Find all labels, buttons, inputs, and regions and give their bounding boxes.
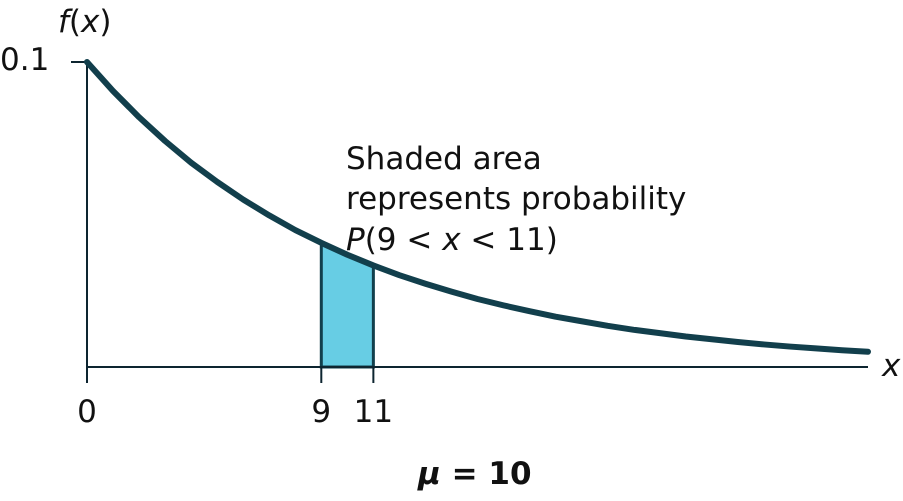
annotation-line-1: Shaded area [346,141,542,177]
x-axis-label: x [881,348,901,384]
x-tick-labels: 0 9 11 [77,394,393,430]
annotation: Shaded area represents probability P(9 <… [346,141,686,258]
y-tick-label: 0.1 [0,42,49,78]
y-axis-label: f(x) [58,4,112,40]
x-tick-label-9: 9 [311,394,331,430]
density-curve [84,59,871,355]
mu-parameter-label: μ = 10 [417,456,532,492]
x-tick-label-11: 11 [354,394,393,430]
annotation-line-2: represents probability [346,181,686,217]
x-tick-label-0: 0 [77,394,97,430]
x-ticks [86,367,375,383]
annotation-line-3: P(9 < x < 11) [346,222,558,258]
